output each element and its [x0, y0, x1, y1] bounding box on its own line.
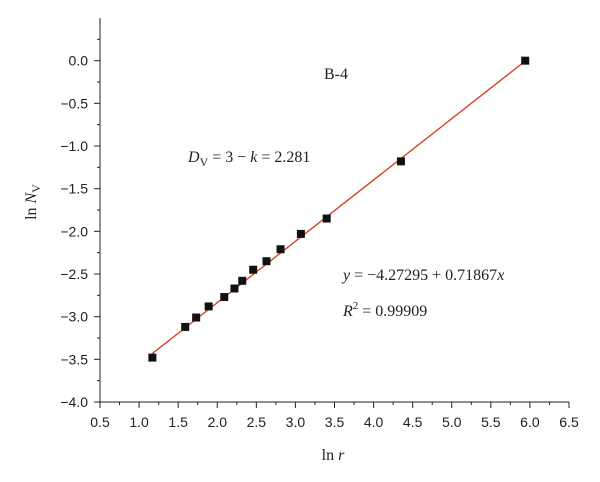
- x-tick-label: 5.5: [481, 414, 501, 430]
- regression-equation: y = −4.27295 + 0.71867x: [341, 267, 504, 284]
- x-tick-label: 4.0: [364, 414, 384, 430]
- dimension-d: D: [187, 149, 200, 166]
- x-tick-label: 2.0: [208, 414, 228, 430]
- data-point: [249, 265, 258, 274]
- data-point: [322, 214, 331, 223]
- x-tick-label: 3.0: [286, 414, 306, 430]
- data-point: [276, 245, 285, 254]
- y-axis-title-var: N: [23, 191, 40, 204]
- y-axis-title-sub: V: [29, 184, 43, 193]
- y-tick-label: −2.5: [60, 266, 88, 282]
- data-point: [192, 313, 201, 322]
- y-tick-label: 0.0: [69, 53, 89, 69]
- x-tick-label: 6.0: [520, 414, 540, 430]
- data-point: [148, 353, 157, 362]
- data-points: [148, 56, 530, 362]
- x-tick-label: 3.5: [325, 414, 345, 430]
- x-tick-label: 5.0: [442, 414, 462, 430]
- r2-sup: 2: [353, 300, 359, 312]
- data-point: [204, 302, 213, 311]
- y-axis-ticks: 0.0 −0.5 −1.0 −1.5 −2.0 −2.5 −3.0 −3.5 −4.0: [60, 38, 100, 410]
- data-point: [238, 276, 247, 285]
- r2-value: = 0.99909: [358, 303, 427, 320]
- eq-rest: = −4.27295 + 0.71867: [350, 267, 497, 284]
- dimension-sub: V: [200, 155, 209, 169]
- fit-line-group: [151, 60, 526, 355]
- data-point: [181, 322, 190, 331]
- x-tick-label: 2.5: [247, 414, 267, 430]
- x-axis-title-main: ln: [322, 447, 334, 464]
- x-tick-label: 1.5: [168, 414, 188, 430]
- y-tick-label: −1.5: [60, 181, 88, 197]
- y-tick-label: −4.0: [60, 394, 88, 410]
- data-point: [396, 157, 405, 166]
- data-point: [230, 284, 239, 293]
- r2-r: R: [342, 303, 353, 320]
- x-tick-label: 6.5: [559, 414, 579, 430]
- y-tick-label: −3.5: [60, 351, 88, 367]
- data-point: [220, 293, 229, 302]
- y-tick-label: −3.0: [60, 309, 88, 325]
- x-tick-label: 1.0: [129, 414, 149, 430]
- r-squared: R2 = 0.99909: [342, 300, 427, 320]
- y-tick-label: −0.5: [60, 95, 88, 111]
- data-point: [521, 56, 530, 65]
- x-axis-title-var: r: [338, 447, 345, 464]
- y-tick-label: −1.0: [60, 138, 88, 154]
- data-point: [296, 229, 305, 238]
- x-tick-label: 0.5: [90, 414, 110, 430]
- y-tick-label: −2.0: [60, 223, 88, 239]
- dimension-value: = 2.281: [257, 149, 310, 166]
- y-axis-title-main: ln: [23, 207, 40, 219]
- dimension-k: k: [250, 149, 258, 166]
- dimension-rest: = 3 −: [208, 149, 250, 166]
- x-axis-ticks: 0.5 1.0 1.5 2.0 2.5 3.0 3.5 4.0 4.5 5.0 5.5 6.0 6.5: [90, 402, 579, 430]
- eq-y: y: [341, 267, 351, 284]
- eq-x: x: [496, 267, 504, 284]
- fit-line: [151, 60, 526, 355]
- dimension-annotation: DV = 3 − k = 2.281: [187, 149, 310, 169]
- x-axis-title: ln r: [322, 447, 345, 464]
- data-point: [262, 257, 271, 266]
- x-tick-label: 4.5: [403, 414, 423, 430]
- panel-label: B-4: [324, 66, 348, 83]
- y-axis-title: ln NV: [23, 184, 43, 220]
